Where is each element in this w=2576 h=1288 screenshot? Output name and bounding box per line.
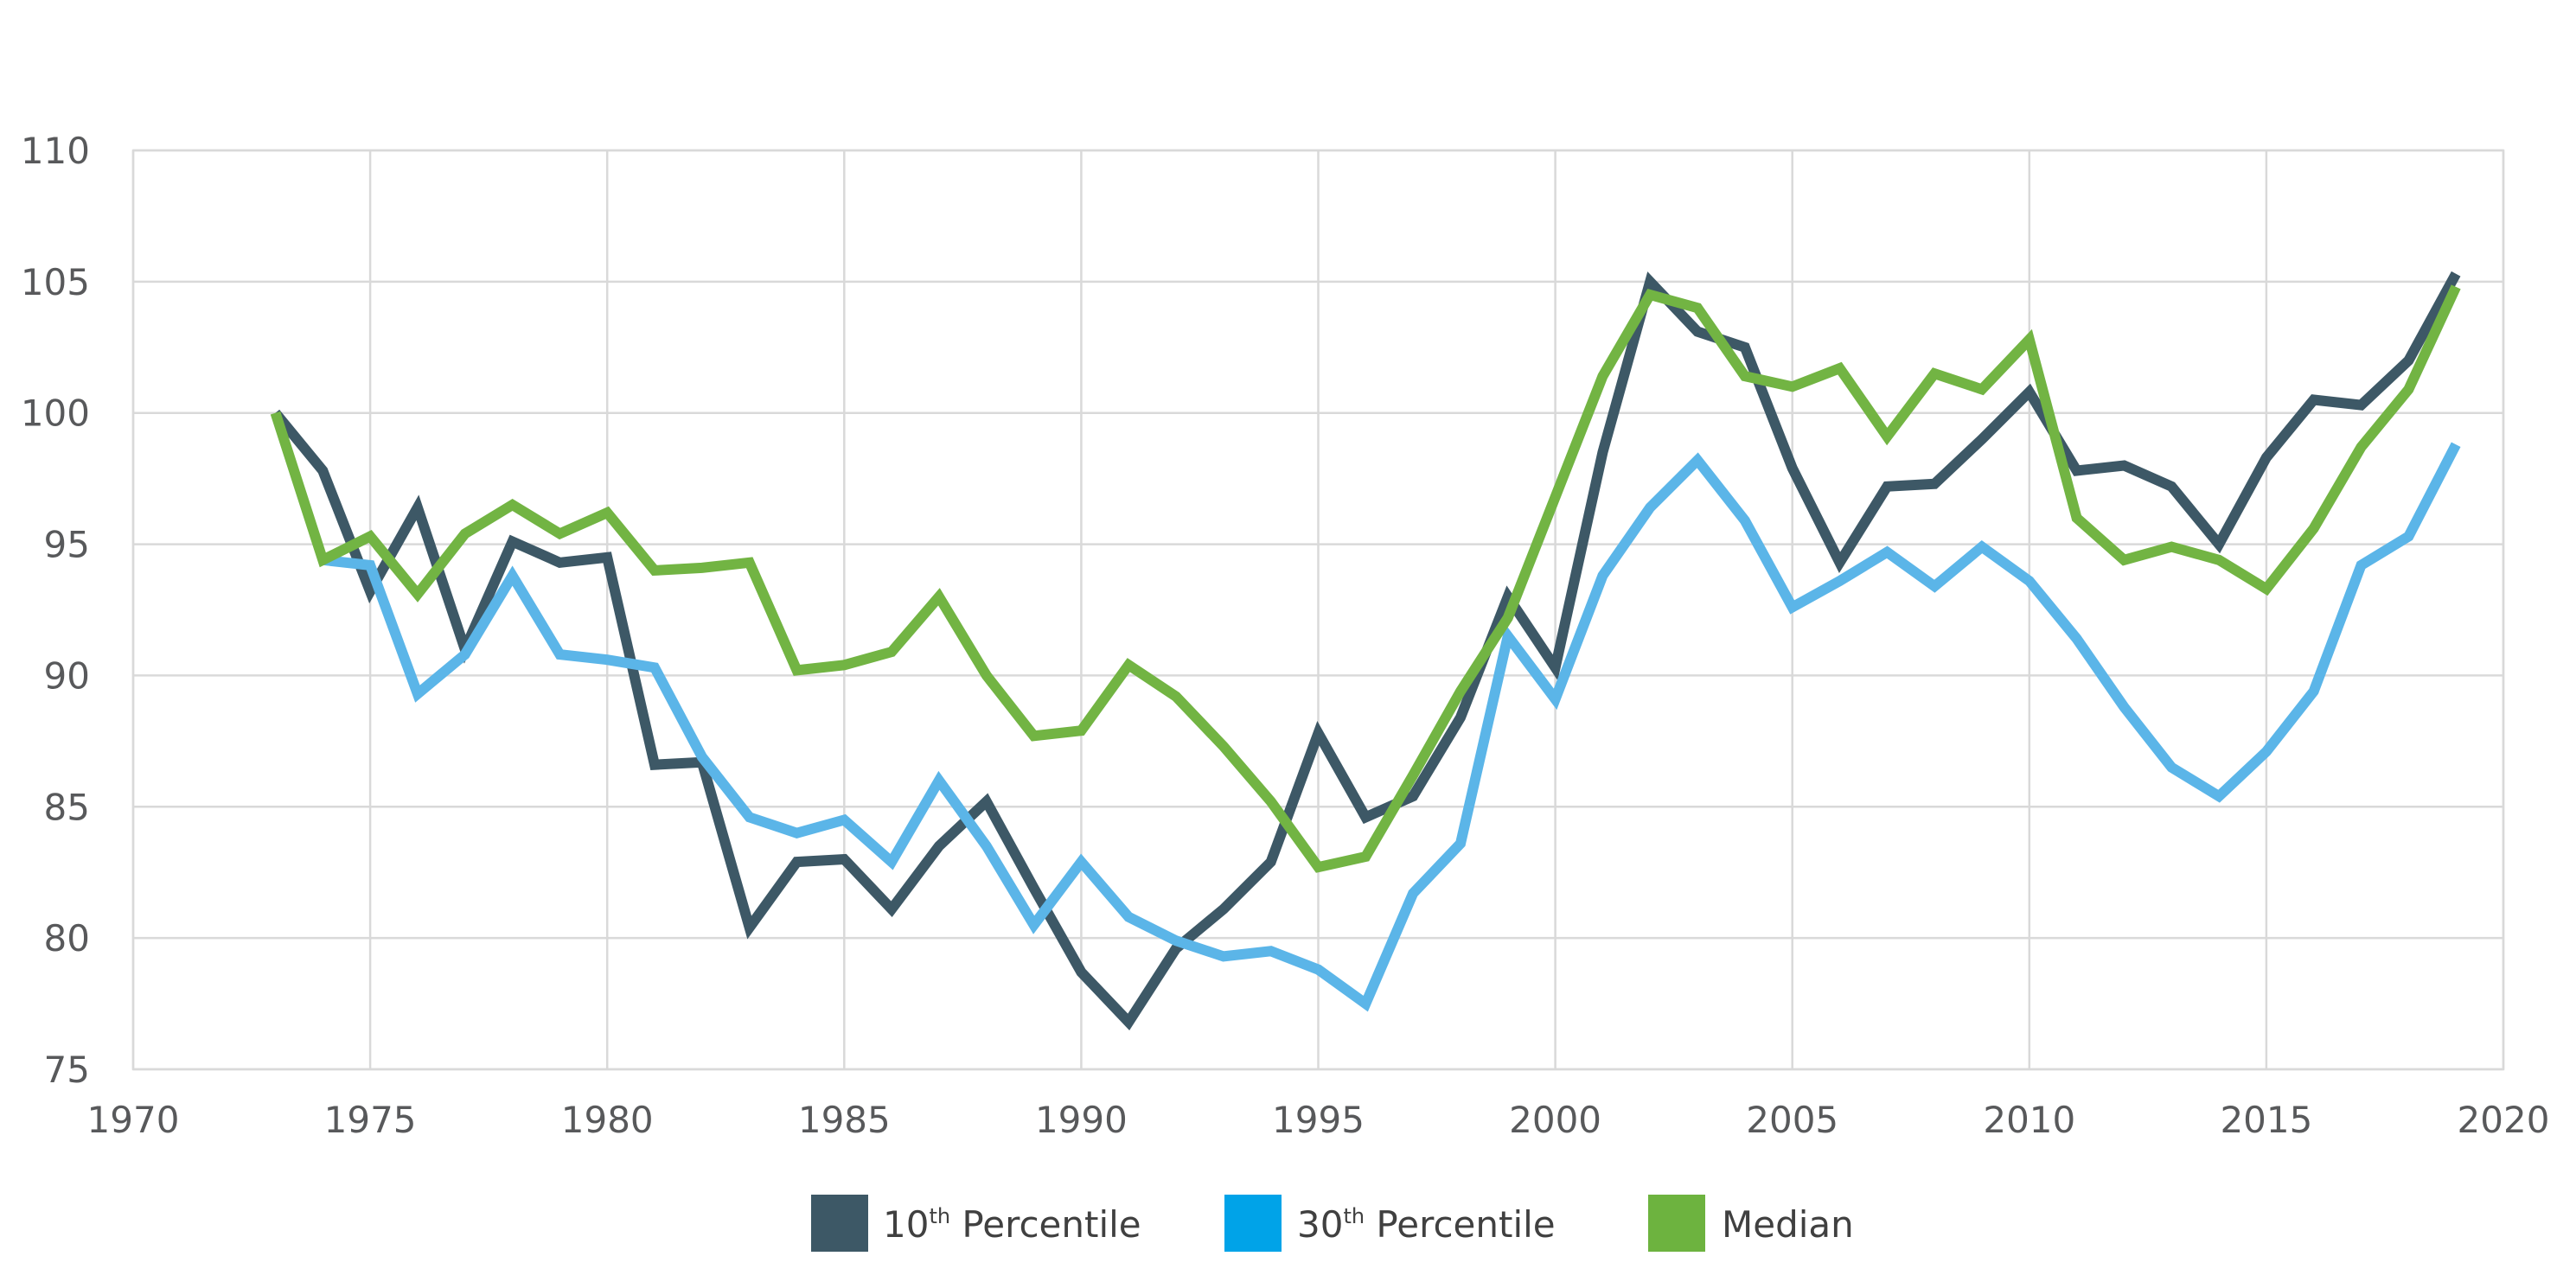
series-line-3: [270, 284, 2461, 873]
x-tick-label-2015: 2015: [2220, 1099, 2312, 1141]
legend-swatch-2: [1224, 1195, 1282, 1252]
legend-swatch-3: [1648, 1195, 1705, 1252]
y-tick-label-90: 90: [44, 654, 90, 697]
x-tick-label-2010: 2010: [1983, 1099, 2075, 1141]
y-tick-label-110: 110: [21, 130, 90, 172]
y-tick-label-75: 75: [44, 1049, 90, 1091]
plot-frame: [131, 149, 2505, 1071]
legend: 10th Percentile 30th Percentile Median: [811, 1195, 1854, 1252]
x-tick-label-1985: 1985: [798, 1099, 891, 1141]
series-line-1: [271, 271, 2461, 1030]
x-tick-label-1980: 1980: [561, 1099, 654, 1141]
y-tick-label-80: 80: [44, 917, 90, 960]
legend-label-3: Median: [1722, 1203, 1854, 1246]
y-tick-label-85: 85: [44, 786, 90, 828]
x-tick-label-1975: 1975: [324, 1099, 417, 1141]
y-tick-label-95: 95: [44, 524, 90, 566]
grid-lines: [131, 149, 2505, 1071]
legend-label-1: 10th Percentile: [883, 1203, 1141, 1246]
x-tick-label-1990: 1990: [1035, 1099, 1128, 1141]
y-tick-label-105: 105: [21, 261, 90, 303]
x-tick-label-2000: 2000: [1509, 1099, 1601, 1141]
x-tick-label-2020: 2020: [2458, 1099, 2550, 1141]
series-lines: [270, 271, 2461, 1030]
axis-tick-labels: 75 80 85 90 95 100 105 110 1970 1975 1980 1985 1990 1…: [21, 130, 2550, 1141]
legend-label-2: 30th Percentile: [1297, 1203, 1556, 1246]
x-tick-label-1970: 1970: [87, 1099, 180, 1141]
y-tick-label-100: 100: [21, 392, 90, 435]
x-tick-label-2005: 2005: [1746, 1099, 1838, 1141]
series-line-2: [322, 442, 2461, 1012]
legend-swatch-1: [811, 1195, 868, 1252]
x-tick-label-1995: 1995: [1272, 1099, 1365, 1141]
